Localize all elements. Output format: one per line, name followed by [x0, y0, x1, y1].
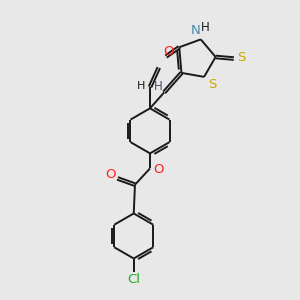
Text: N: N [190, 24, 200, 37]
Text: H: H [201, 21, 210, 34]
Text: Cl: Cl [127, 273, 140, 286]
Text: H: H [136, 81, 145, 91]
Text: H: H [154, 80, 162, 93]
Text: O: O [106, 168, 116, 182]
Text: O: O [164, 45, 174, 58]
Text: O: O [154, 164, 164, 176]
Text: S: S [208, 78, 217, 91]
Text: S: S [237, 51, 245, 64]
